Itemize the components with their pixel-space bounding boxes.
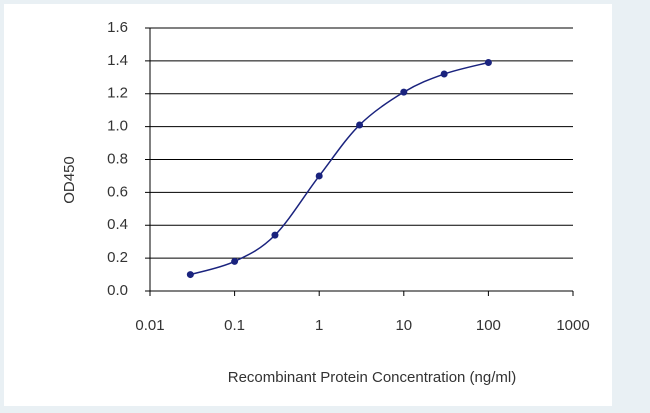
y-axis-title: OD450: [61, 156, 78, 204]
point: [400, 88, 408, 96]
x-tick-label: 0.01: [135, 317, 164, 334]
x-tick-label: 1: [315, 317, 323, 334]
line: [190, 61, 489, 276]
y-tick-label: 0.4: [107, 216, 128, 233]
x-tick-label: 0.1: [224, 317, 245, 334]
y-tick-label: 0.6: [107, 183, 128, 200]
x-tick-label: 100: [476, 317, 501, 334]
x-tick-label: 10: [395, 317, 412, 334]
y-tick-label: 0.0: [107, 282, 128, 299]
y-tick-label: 1.4: [107, 52, 128, 69]
y-tick-label: 1.0: [107, 118, 128, 135]
y-tick-label: 0.2: [107, 249, 128, 266]
point: [315, 172, 323, 180]
y-tick-label: 0.8: [107, 150, 128, 167]
chart-background: [4, 4, 612, 406]
x-tick-label: 1000: [556, 317, 589, 334]
point: [186, 271, 194, 279]
y-tick-label: 1.6: [107, 19, 128, 36]
point: [484, 59, 492, 67]
y-tick-label: 1.2: [107, 85, 128, 102]
point: [440, 70, 448, 78]
point: [231, 257, 239, 265]
point: [356, 121, 364, 129]
point: [271, 231, 279, 239]
x-axis-title: Recombinant Protein Concentration (ng/ml…: [228, 369, 516, 386]
